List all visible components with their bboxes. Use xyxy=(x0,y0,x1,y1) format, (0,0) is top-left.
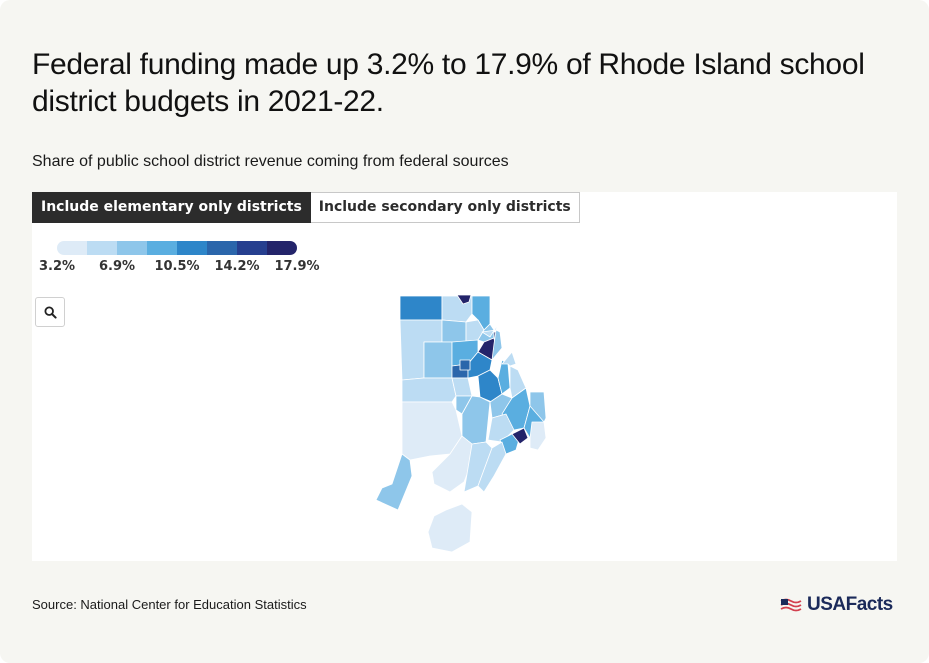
district-shape[interactable] xyxy=(501,351,517,367)
legend-color-step xyxy=(237,241,267,255)
district-shape[interactable] xyxy=(401,377,457,403)
legend-label: 14.2% xyxy=(214,259,260,274)
search-icon xyxy=(44,306,57,319)
legend-label-max: 17.9% xyxy=(274,259,320,274)
district-shape[interactable] xyxy=(456,294,472,305)
rhode-island-map xyxy=(375,294,547,553)
district-shape[interactable] xyxy=(491,329,503,361)
district-shape[interactable] xyxy=(431,435,479,493)
legend-label-min: 3.2% xyxy=(38,259,76,274)
usafacts-logo[interactable]: USAFacts xyxy=(780,594,893,616)
color-scale-legend xyxy=(57,241,297,255)
district-type-tabs: Include elementary only districts Includ… xyxy=(32,192,580,223)
district-shape[interactable] xyxy=(451,377,473,397)
map-panel: Include elementary only districts Includ… xyxy=(32,192,897,561)
tab-elementary-districts[interactable]: Include elementary only districts xyxy=(32,192,311,223)
legend-color-step xyxy=(57,241,87,255)
district-shape[interactable] xyxy=(511,427,529,445)
chart-subtitle: Share of public school district revenue … xyxy=(32,153,509,170)
chart-title: Federal funding made up 3.2% to 17.9% of… xyxy=(32,48,865,118)
usa-flag-icon xyxy=(780,598,802,612)
district-shape[interactable] xyxy=(529,421,547,451)
legend-color-step xyxy=(207,241,237,255)
legend-label: 10.5% xyxy=(154,259,200,274)
legend-color-step xyxy=(267,241,297,255)
zoom-search-button[interactable] xyxy=(35,297,65,327)
district-shape[interactable] xyxy=(441,319,467,343)
legend-label: 6.9% xyxy=(98,259,136,274)
brand-name: USAFacts xyxy=(807,594,893,615)
legend-color-step xyxy=(147,241,177,255)
source-note: Source: National Center for Education St… xyxy=(32,597,307,612)
district-shape[interactable] xyxy=(399,295,443,321)
tab-secondary-districts[interactable]: Include secondary only districts xyxy=(310,192,580,223)
district-shape[interactable] xyxy=(459,359,471,371)
legend-color-step xyxy=(117,241,147,255)
district-shape[interactable] xyxy=(481,323,499,338)
legend-color-step xyxy=(177,241,207,255)
district-shape[interactable] xyxy=(423,341,453,379)
district-shape[interactable] xyxy=(477,441,507,493)
legend-color-step xyxy=(87,241,117,255)
district-shape[interactable] xyxy=(375,453,413,511)
district-shape[interactable] xyxy=(529,391,547,423)
district-shape[interactable] xyxy=(427,503,473,553)
district-shape[interactable] xyxy=(497,359,511,395)
